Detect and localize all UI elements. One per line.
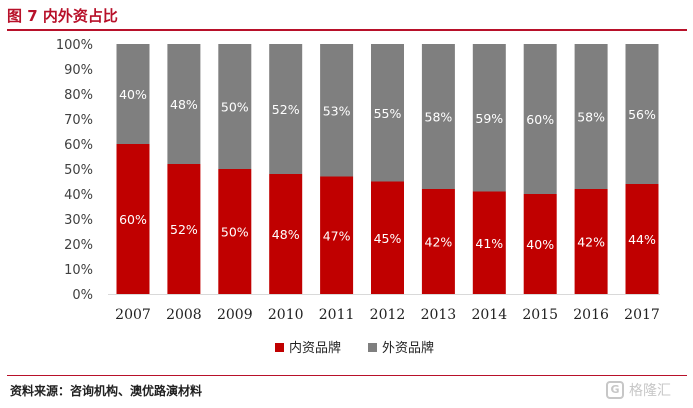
bar-foreign-2011 <box>320 44 354 177</box>
y-tick-label: 50% <box>64 163 93 178</box>
data-label-foreign: 52% <box>272 102 300 117</box>
data-label-domestic: 50% <box>221 225 249 240</box>
data-label-domestic: 40% <box>526 237 554 252</box>
bar-foreign-2015 <box>523 44 557 194</box>
y-tick-label: 90% <box>64 63 93 78</box>
y-tick-label: 40% <box>64 188 93 203</box>
bar-domestic-2010 <box>269 174 303 294</box>
bar-foreign-2013 <box>421 44 455 189</box>
data-label-foreign: 58% <box>577 110 605 125</box>
data-label-domestic: 60% <box>119 212 147 227</box>
footer-divider <box>7 375 687 376</box>
stacked-bar-chart: 0% 10% 20% 30% 40% 50% 60% 70% 80% 90% 100% 60% 40% 2… <box>56 38 660 356</box>
source-note: 资料来源：咨询机构、澳优路演材料 <box>10 384 203 398</box>
bar-foreign-2016 <box>574 44 608 189</box>
bar-domestic-2008 <box>167 164 201 294</box>
bar-foreign-2010 <box>269 44 303 174</box>
legend-label-domestic: 内资品牌 <box>289 340 341 356</box>
data-label-foreign: 59% <box>475 111 503 126</box>
figure-title: 图 7 内外资占比 <box>7 7 118 25</box>
watermark-logo-icon: G <box>606 381 624 399</box>
x-tick-label: 2011 <box>319 307 355 323</box>
bar-domestic-2016 <box>574 189 608 294</box>
data-label-foreign: 58% <box>425 110 453 125</box>
x-tick-label: 2012 <box>370 307 406 323</box>
data-label-foreign: 50% <box>221 100 249 115</box>
bar-foreign-2007 <box>116 44 150 144</box>
legend-label-foreign: 外资品牌 <box>382 340 434 356</box>
bar-foreign-2009 <box>218 44 252 169</box>
bar-foreign-2008 <box>167 44 201 164</box>
y-tick-label: 70% <box>64 113 93 128</box>
data-label-domestic: 42% <box>577 235 605 250</box>
bar-foreign-2017 <box>625 44 659 184</box>
bar-domestic-2007 <box>116 144 150 294</box>
data-label-domestic: 47% <box>323 228 351 243</box>
bar-domestic-2012 <box>371 181 404 294</box>
header-divider <box>7 29 687 31</box>
x-tick-label: 2009 <box>217 307 253 323</box>
figure-header: 图 7 内外资占比 <box>0 0 693 34</box>
watermark-text: 格隆汇 <box>629 383 671 399</box>
y-tick-label: 0% <box>72 288 93 303</box>
data-label-foreign: 53% <box>323 103 351 118</box>
data-label-domestic: 45% <box>374 231 402 246</box>
x-tick-label: 2013 <box>421 307 457 323</box>
data-label-domestic: 48% <box>272 227 300 242</box>
data-label-foreign: 40% <box>119 87 147 102</box>
watermark: G 格隆汇 <box>606 379 671 401</box>
x-tick-label: 2015 <box>522 307 558 323</box>
bar-domestic-2015 <box>523 194 557 294</box>
legend-swatch-domestic <box>275 343 284 352</box>
x-tick-label: 2016 <box>573 307 609 323</box>
data-label-domestic: 52% <box>170 222 198 237</box>
bar-foreign-2012 <box>371 44 404 182</box>
y-tick-label: 20% <box>64 238 93 253</box>
x-tick-label: 2007 <box>115 307 151 323</box>
data-label-domestic: 44% <box>628 232 656 247</box>
legend-swatch-foreign <box>368 343 377 352</box>
bar-foreign-2014 <box>472 44 506 192</box>
y-tick-label: 60% <box>64 138 93 153</box>
data-label-foreign: 55% <box>374 106 402 121</box>
bar-domestic-2017 <box>625 184 659 294</box>
y-tick-label: 80% <box>64 88 93 103</box>
x-tick-label: 2008 <box>166 307 202 323</box>
y-tick-label: 10% <box>64 263 93 278</box>
bar-domestic-2013 <box>421 189 455 294</box>
y-tick-label: 30% <box>64 213 93 228</box>
x-tick-label: 2017 <box>624 307 660 323</box>
y-tick-label: 100% <box>56 38 93 53</box>
data-label-foreign: 60% <box>526 112 554 127</box>
x-tick-label: 2010 <box>268 307 304 323</box>
bar-domestic-2009 <box>218 169 252 294</box>
data-label-domestic: 42% <box>425 235 453 250</box>
data-label-foreign: 48% <box>170 97 198 112</box>
bar-domestic-2014 <box>472 191 506 294</box>
x-tick-label: 2014 <box>471 307 507 323</box>
data-label-domestic: 41% <box>475 236 503 251</box>
bar-domestic-2011 <box>320 176 354 294</box>
data-label-foreign: 56% <box>628 107 656 122</box>
